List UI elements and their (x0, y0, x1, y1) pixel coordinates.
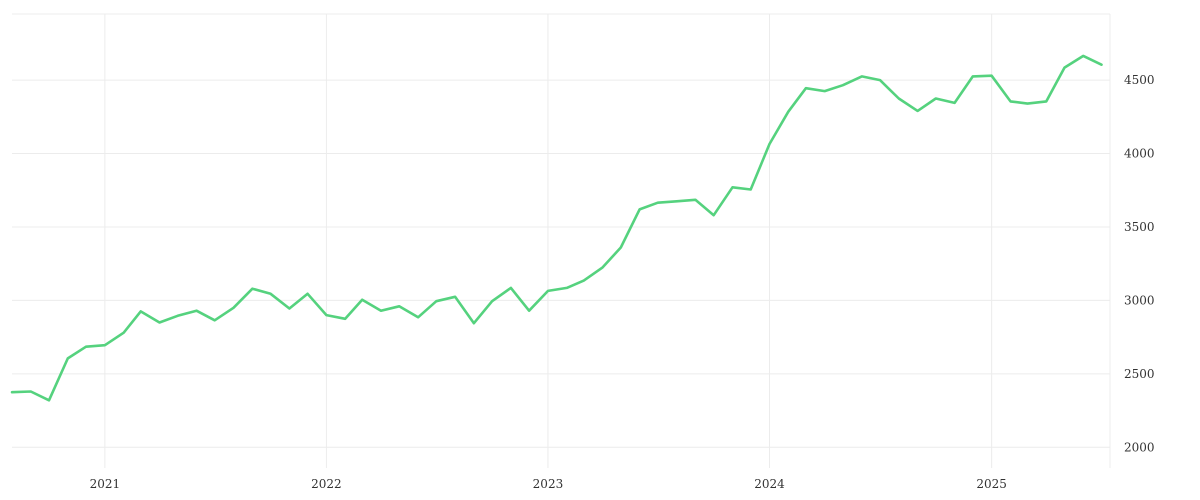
y-tick-label-4500: 4500 (1124, 73, 1155, 87)
x-tick-label-2024: 2024 (754, 477, 785, 491)
series-line-0 (10, 54, 1103, 402)
x-axis-tick-labels: 2021 2022 2023 2024 2025 (90, 477, 1007, 491)
x-tick-label-2021: 2021 (90, 477, 121, 491)
y-axis-tick-labels: 2000 2500 3000 3500 4000 4500 (1124, 73, 1155, 454)
y-tick-label-3000: 3000 (1124, 293, 1155, 307)
x-tick-label-2023: 2023 (533, 477, 564, 491)
x-tick-label-2025: 2025 (976, 477, 1007, 491)
y-tick-label-2000: 2000 (1124, 440, 1155, 454)
vertical-gridlines (104, 14, 1111, 468)
y-tick-label-3500: 3500 (1124, 220, 1155, 234)
series-layer (10, 54, 1103, 402)
y-tick-label-4000: 4000 (1124, 147, 1155, 161)
horizontal-gridlines (12, 13, 1110, 448)
y-tick-label-2500: 2500 (1124, 367, 1155, 381)
x-tick-label-2022: 2022 (311, 477, 342, 491)
